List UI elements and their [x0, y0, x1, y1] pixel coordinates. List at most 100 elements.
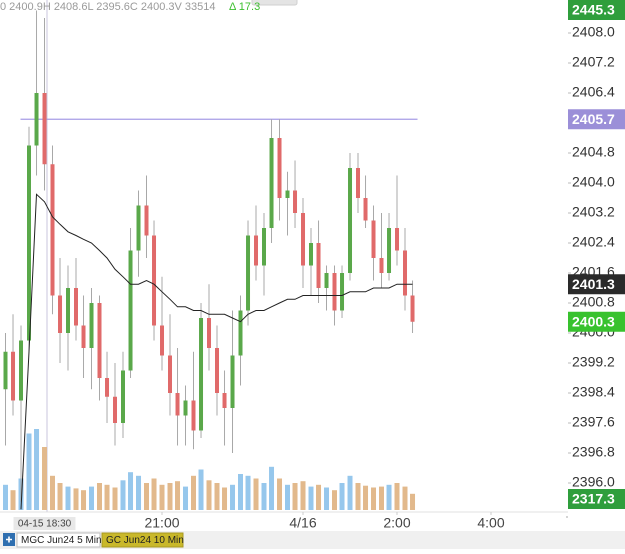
candle-body [309, 243, 314, 266]
y-tick-label: 2406.4 [572, 84, 615, 100]
volume-bar [34, 429, 40, 510]
volume-bar [49, 475, 55, 510]
y-tick-label: 2407.2 [572, 54, 615, 70]
candle-body [363, 198, 368, 221]
volume-bar [112, 487, 118, 510]
x-tick-label: 4/16 [289, 515, 316, 531]
volume-bar [57, 483, 63, 510]
volume-bar [206, 480, 212, 510]
y-tick-label: 2403.2 [572, 204, 615, 220]
y-tick-label: 2404.0 [572, 174, 615, 190]
volume-bar [136, 475, 142, 510]
candle-body [348, 168, 353, 273]
candle-body [332, 273, 337, 311]
volume-bar [81, 490, 87, 510]
y-tick-label: 2396.0 [572, 474, 615, 490]
volume-bar [308, 486, 314, 510]
price-label: 2445.3 [572, 2, 615, 18]
candle-body [316, 243, 321, 288]
volume-bar [144, 483, 150, 510]
volume-bar [332, 490, 338, 510]
candle-body [81, 325, 86, 348]
candle-body [73, 288, 78, 326]
volume-bar [292, 483, 298, 510]
candle-body [128, 250, 133, 371]
volume-bar [167, 483, 173, 510]
candle-body [66, 288, 71, 333]
y-tick-label: 2400.8 [572, 294, 615, 310]
candle-body [26, 145, 31, 341]
candle-body [121, 370, 126, 423]
volume-bar [245, 475, 251, 510]
candle-body [379, 258, 384, 273]
volume-bar [198, 469, 204, 510]
volume-bar [347, 475, 353, 510]
volume-bar [363, 485, 369, 510]
volume-bar [285, 484, 291, 510]
candle-body [387, 228, 392, 273]
tab[interactable] [16, 532, 101, 548]
candle-body [395, 228, 400, 251]
price-label-box [568, 109, 625, 130]
volume-bar [222, 487, 228, 510]
price-label: 2317.3 [572, 491, 615, 507]
y-tick-label: 2396.8 [572, 444, 615, 460]
volume-bar [73, 488, 79, 510]
volume-bar [339, 483, 345, 510]
candle-body [168, 355, 173, 393]
volume-bar [89, 486, 95, 510]
price-label: 2405.7 [572, 111, 615, 127]
candle-body [19, 340, 24, 401]
candle-body [371, 220, 376, 258]
moving-average [20, 193, 413, 510]
tab[interactable] [101, 532, 184, 548]
price-label-box [568, 489, 625, 509]
candle-body [222, 393, 227, 408]
y-tick-label: 2399.2 [572, 354, 615, 370]
volume-bar [316, 484, 322, 510]
volume-bar [191, 475, 197, 510]
candle-body [199, 318, 204, 431]
crosshair-label-box [13, 517, 76, 530]
tab-label[interactable]: GC Jun24 10 Min [106, 535, 184, 546]
candle-body [340, 273, 345, 311]
candle-body [403, 250, 408, 296]
candle-body [207, 318, 212, 348]
volume-bar [386, 484, 392, 510]
x-tick-label: 2:00 [383, 515, 410, 531]
price-label-box [568, 311, 625, 332]
volume-bar [355, 483, 361, 510]
tab-label[interactable]: MGC Jun24 5 Min [21, 535, 102, 546]
candle-body [410, 295, 415, 322]
candle-body [50, 164, 55, 296]
header-button[interactable] [251, 0, 298, 6]
candle-body [152, 235, 157, 326]
x-tick-label: 21:00 [144, 515, 179, 531]
candle-body [11, 351, 16, 401]
candle-body [175, 393, 180, 416]
volume-bar [261, 483, 267, 510]
candle-body [160, 325, 165, 356]
add-icon [6, 536, 12, 543]
price-label: 2401.3 [572, 276, 615, 292]
x-tick-label: 4:00 [477, 515, 504, 531]
candle-body [324, 273, 329, 288]
candle-body [262, 228, 267, 266]
volume-bar [410, 493, 416, 510]
y-tick-label: 2398.4 [572, 384, 615, 400]
volume-bar [300, 481, 306, 510]
volume-bar [277, 478, 283, 510]
volume-bar [253, 478, 259, 510]
candle-body [136, 205, 141, 251]
volume-bar [394, 483, 400, 510]
volume-bar [371, 487, 377, 510]
volume-bar [214, 483, 220, 510]
candle-body [301, 213, 306, 266]
volume-bar [159, 484, 165, 510]
x-tick-label: 04-15 18:30 [18, 519, 72, 530]
volume-bar [379, 486, 385, 510]
candle-body [238, 310, 243, 356]
candle-body [89, 303, 94, 348]
candle-body [42, 93, 47, 165]
candle-body [215, 348, 220, 393]
